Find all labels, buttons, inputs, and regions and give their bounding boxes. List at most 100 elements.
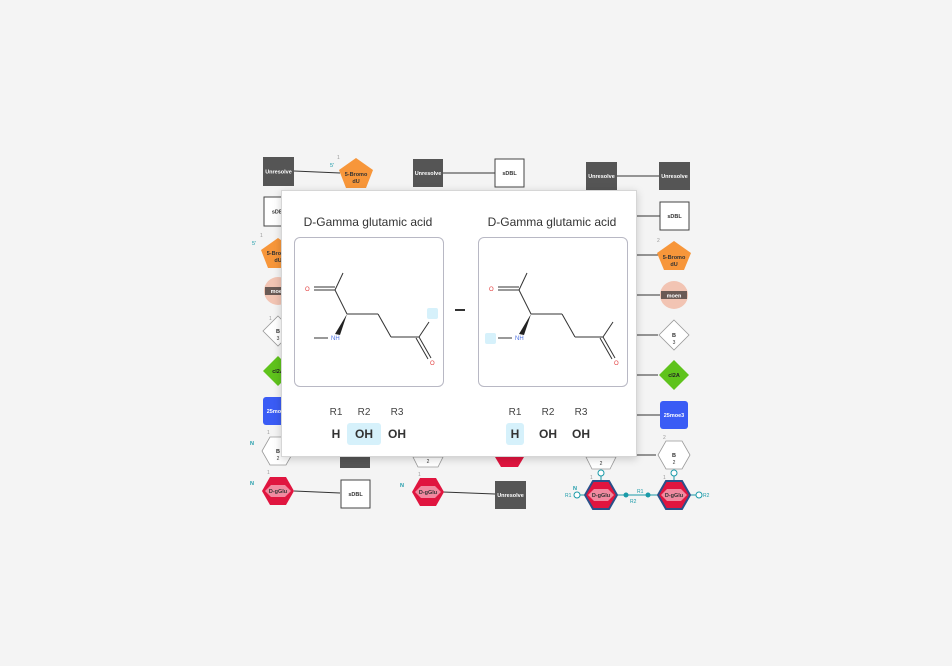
r-header: R1 [508, 407, 522, 418]
monomer-unresolved[interactable]: Unresolve [413, 159, 443, 187]
monomer-sdbl[interactable]: sDBL [494, 158, 525, 188]
svg-text:N: N [573, 486, 577, 492]
r-header: R3 [574, 407, 588, 418]
monomer-unresolved[interactable]: Unresolve [263, 157, 294, 186]
monomer-d-gglu[interactable]: D-gGlu [262, 477, 294, 505]
svg-text:sDBL: sDBL [502, 171, 517, 177]
r-value-highlighted: OH [347, 423, 381, 445]
svg-text:5-Bromo: 5-Bromo [663, 255, 686, 261]
svg-text:5-Bromo: 5-Bromo [345, 172, 368, 178]
svg-text:B: B [276, 449, 280, 455]
svg-text:N: N [250, 441, 254, 447]
svg-text:2: 2 [277, 456, 280, 462]
svg-text:NH: NH [515, 336, 524, 342]
attachment-r1-marker [485, 333, 496, 344]
svg-text:D-gGlu: D-gGlu [269, 489, 287, 495]
attachment-point-r2[interactable] [695, 491, 703, 499]
svg-text:dU: dU [670, 262, 677, 268]
svg-text:cl2A: cl2A [272, 369, 284, 375]
bond-dot [623, 492, 629, 498]
monomer-d-gglu-selected[interactable]: D-gGlu [583, 480, 619, 510]
bond-dot [645, 492, 651, 498]
r-value: OH [572, 427, 590, 441]
svg-text:moen: moen [271, 289, 286, 295]
monomer-sdbl[interactable]: sDBL [659, 201, 690, 231]
svg-text:moen: moen [667, 294, 682, 300]
svg-text:5': 5' [330, 163, 334, 169]
svg-text:sDBL: sDBL [272, 210, 287, 216]
monomer-b2[interactable]: B 2 [657, 440, 691, 470]
svg-text:D-gGlu: D-gGlu [419, 490, 437, 496]
svg-text:1: 1 [337, 155, 340, 161]
left-structure-drawing: O NH O [305, 272, 438, 367]
svg-text:Unresolve: Unresolve [661, 174, 688, 180]
right-r1-column: R1 H [502, 407, 528, 445]
monomer-cl2a[interactable]: cl2A [659, 360, 689, 390]
svg-text:Unresolve: Unresolve [497, 493, 524, 499]
left-r2-column: R2 OH [347, 407, 381, 445]
right-r2-column: R2 OH [531, 407, 565, 445]
monomer-unresolved[interactable]: Unresolve [495, 481, 526, 509]
svg-text:O: O [430, 361, 435, 367]
separator-dash [455, 309, 465, 311]
monomer-b2-partial[interactable]: 2 [585, 456, 617, 470]
svg-text:O: O [305, 287, 310, 293]
r-value: H [331, 427, 341, 441]
monomer-unresolved[interactable]: Unresolve [586, 162, 617, 190]
svg-text:3: 3 [277, 336, 280, 342]
svg-text:R1: R1 [637, 489, 644, 495]
attachment-point-r1[interactable] [573, 491, 581, 499]
svg-text:cl2A: cl2A [668, 373, 680, 379]
svg-text:2: 2 [427, 459, 430, 465]
attachment-point-top[interactable] [597, 469, 605, 477]
right-structure-box: O NH O [478, 237, 628, 387]
svg-text:B: B [672, 333, 676, 339]
wedge-bond [335, 314, 347, 335]
svg-text:O: O [489, 287, 494, 293]
monomer-unresolved[interactable]: Unresolve [659, 162, 690, 190]
monomer-5-bromo-du[interactable]: 5-Bromo dU [339, 158, 373, 188]
attachment-r2-marker [427, 308, 438, 319]
left-monomer-title: D-Gamma glutamic acid [303, 215, 433, 229]
bond-preview-popup: D-Gamma glutamic acid O NH O D-G [281, 190, 637, 457]
svg-text:1: 1 [590, 475, 593, 481]
svg-text:1: 1 [260, 233, 263, 239]
svg-text:2: 2 [673, 460, 676, 466]
r-header: R3 [390, 407, 404, 418]
svg-text:R1: R1 [565, 493, 572, 499]
svg-text:D-gGlu: D-gGlu [665, 493, 683, 499]
svg-text:Unresolve: Unresolve [265, 170, 292, 176]
r-header: R2 [541, 407, 555, 418]
attachment-point-top[interactable] [670, 469, 678, 477]
r-header: R1 [329, 407, 343, 418]
svg-text:5': 5' [252, 241, 256, 247]
r-value: OH [539, 427, 557, 441]
svg-text:2: 2 [657, 238, 660, 244]
left-structure-box: O NH O [294, 237, 444, 387]
right-r3-column: R3 OH [564, 407, 598, 445]
monomer-25moe3[interactable]: 25moe3 [660, 401, 688, 429]
r-value: OH [388, 427, 406, 441]
r-header: R2 [357, 407, 371, 418]
monomer-5-bromo-du[interactable]: 5-Bromo dU [657, 241, 691, 270]
svg-text:dU: dU [352, 179, 359, 185]
svg-text:3: 3 [673, 340, 676, 346]
monomer-sdbl[interactable]: sDBL [340, 479, 371, 509]
svg-text:5-Bromo: 5-Bromo [267, 251, 290, 257]
svg-text:Unresolve: Unresolve [588, 174, 615, 180]
svg-text:2: 2 [663, 435, 666, 441]
wedge-bond [519, 314, 531, 335]
svg-text:R2: R2 [630, 499, 637, 505]
monomer-partial-red[interactable] [495, 457, 524, 467]
monomer-d-gglu-selected[interactable]: D-gGlu [656, 480, 692, 510]
svg-text:1: 1 [269, 316, 272, 322]
svg-text:dU: dU [274, 258, 281, 264]
svg-text:1: 1 [267, 430, 270, 436]
svg-text:sDBL: sDBL [667, 214, 682, 220]
monomer-moen[interactable]: moen [660, 281, 688, 309]
svg-text:N: N [400, 483, 404, 489]
svg-text:Unresolve: Unresolve [415, 171, 442, 177]
monomer-d-gglu[interactable]: D-gGlu [412, 478, 444, 506]
monomer-b2-partial[interactable]: 2 [412, 456, 444, 468]
monomer-b3[interactable]: B 3 [658, 319, 690, 351]
